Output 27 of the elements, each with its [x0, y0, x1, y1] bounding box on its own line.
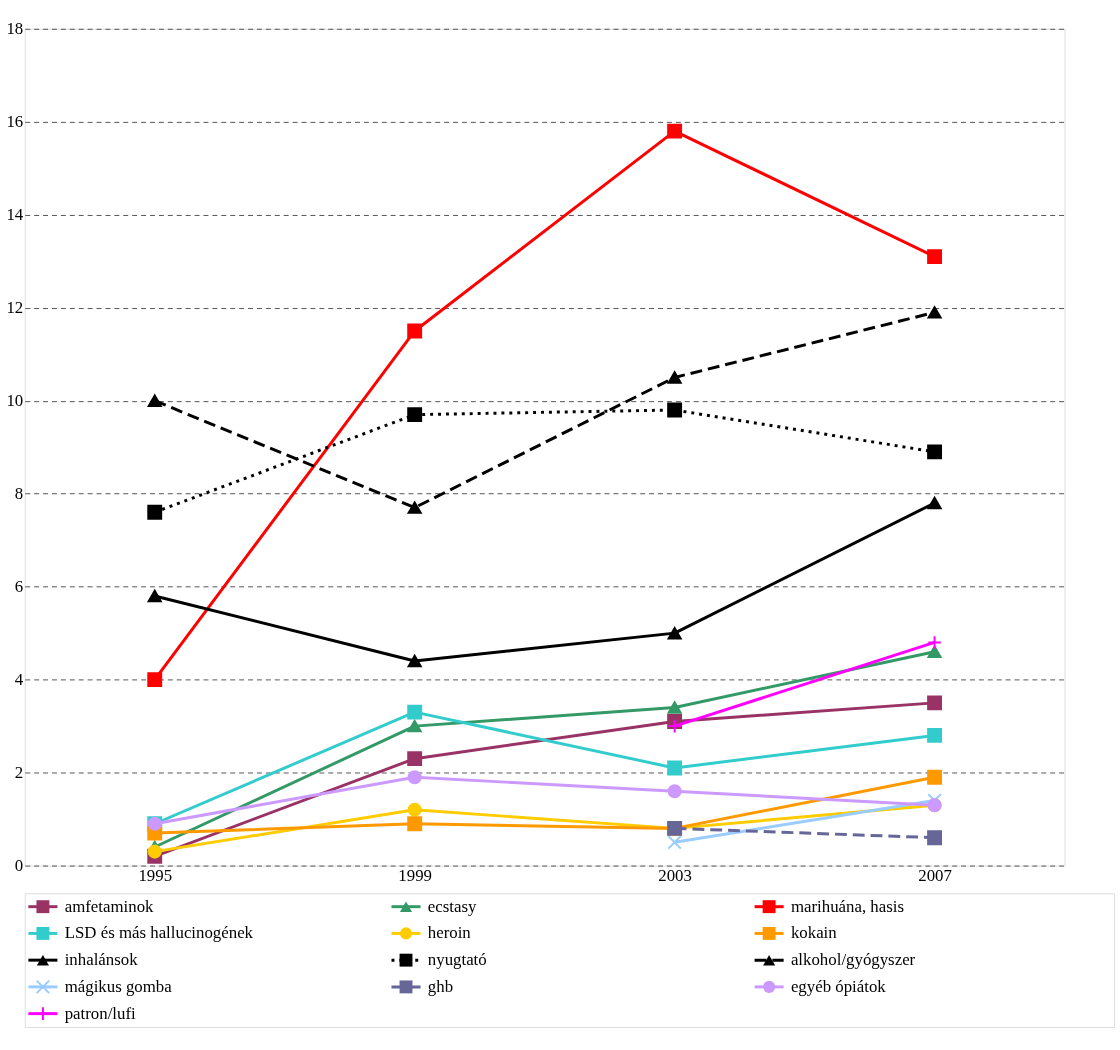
- y-tick-label: 14: [6, 205, 24, 225]
- y-tick-label: 4: [14, 670, 24, 690]
- y-tick-label: 2: [14, 763, 24, 783]
- x-tick-label: 1999: [398, 865, 432, 885]
- legend-label: mágikus gomba: [64, 976, 173, 996]
- legend-label: egyéb ópiátok: [790, 976, 887, 996]
- y-tick-label: 0: [14, 856, 24, 876]
- legend-label: alkohol/gyógyszer: [790, 950, 916, 970]
- legend-label: nyugtató: [427, 950, 487, 970]
- legend-label: amfetaminok: [64, 896, 155, 916]
- legend-label: kokain: [790, 923, 838, 943]
- legend-label: patron/lufi: [64, 1003, 137, 1023]
- x-tick-label: 2007: [918, 865, 952, 885]
- y-tick-label: 10: [6, 391, 24, 411]
- legend-label: ghb: [427, 976, 454, 996]
- y-tick-label: 8: [14, 484, 24, 504]
- legend-label: marihuána, hasis: [790, 896, 904, 916]
- legend-label: LSD és más hallucinogének: [64, 923, 254, 943]
- y-tick-label: 12: [6, 298, 24, 318]
- legend-label: heroin: [427, 923, 472, 943]
- y-tick-label: 16: [6, 112, 24, 132]
- legend-label: ecstasy: [427, 896, 477, 916]
- legend-label: inhalánsok: [64, 950, 139, 970]
- x-tick-label: 2003: [658, 865, 692, 885]
- x-tick-label: 1995: [138, 865, 173, 885]
- y-tick-label: 6: [14, 577, 24, 597]
- y-tick-label: 18: [6, 19, 24, 39]
